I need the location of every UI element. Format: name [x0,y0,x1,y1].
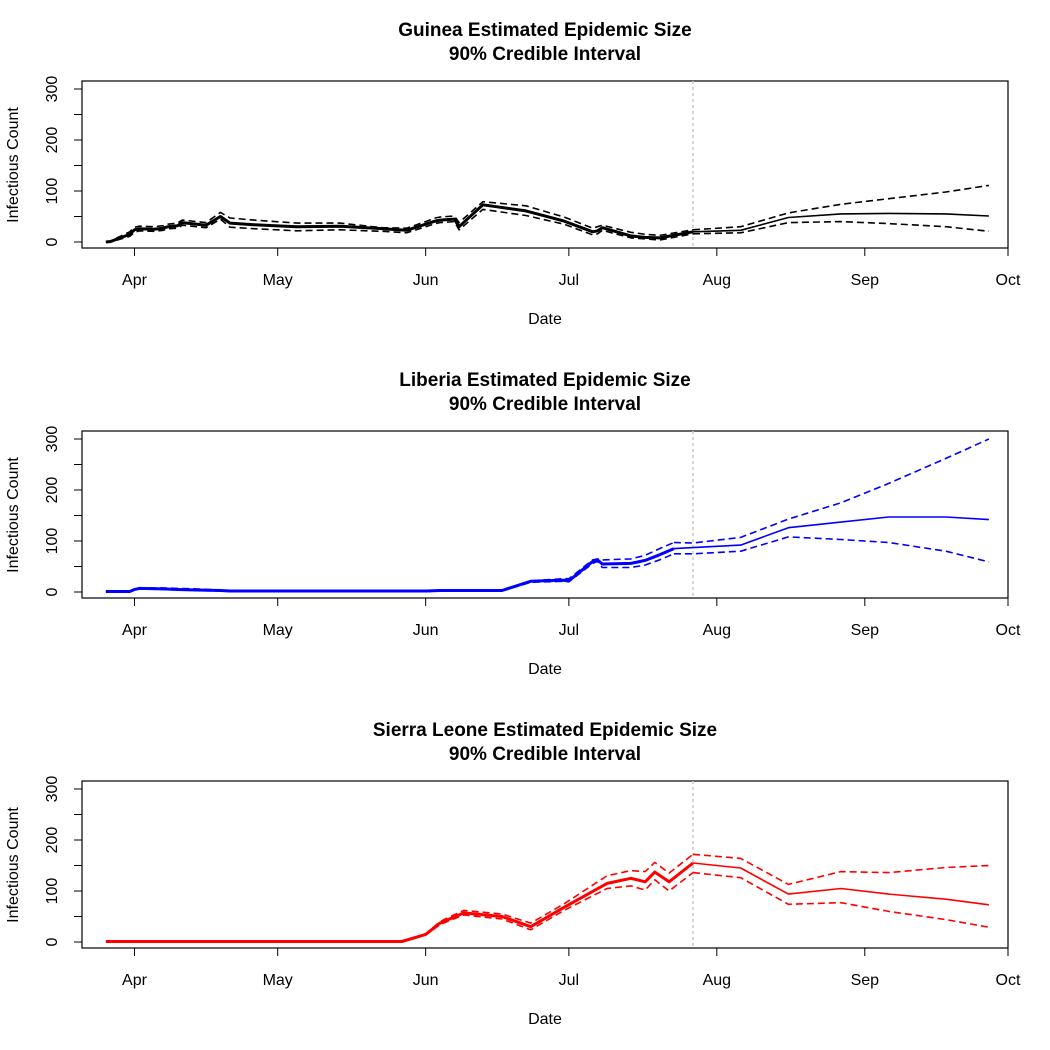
series-upper-projection [673,438,990,544]
y-tick-label: 300 [44,426,61,453]
chart-title: Liberia Estimated Epidemic Size [399,370,690,391]
x-axis-label: Date [528,661,562,678]
series-upper-projection [692,853,989,886]
y-tick-label: 0 [44,237,61,246]
series-upper-line [105,853,694,943]
series-group [105,438,990,593]
x-tick-label: Apr [122,972,148,989]
x-axis-label: Date [528,311,562,328]
y-tick-label: 200 [44,127,61,154]
x-tick-label: Jul [559,622,579,639]
y-axis: 0 100 200 300 [44,776,83,946]
chart-subtitle: 90% Credible Interval [449,44,641,65]
x-tick-label: Sep [851,622,880,639]
x-axis-label: Date [528,1011,562,1028]
y-axis-label: Infectious Count [5,457,22,573]
x-axis: Apr May Jun Jul Aug Sep Oct [122,947,1021,989]
y-tick-label: 100 [44,878,61,905]
series-median-projection [692,862,990,906]
chart-subtitle: 90% Credible Interval [449,744,641,765]
plot-frame [81,780,1009,949]
x-axis: Apr May Jun Jul Aug Sep Oct [122,597,1021,639]
y-axis: 0 100 200 300 [44,76,83,246]
x-tick-label: Oct [996,622,1021,639]
series-upper-line [105,200,694,243]
series-median-projection [692,212,989,233]
x-tick-label: Apr [122,272,148,289]
y-axis: 0 100 200 300 [44,426,83,596]
x-tick-label: Oct [996,272,1021,289]
x-tick-label: Apr [122,622,148,639]
panel-liberia: Liberia Estimated Epidemic Size 90% Credi… [5,370,1021,678]
x-tick-label: Oct [996,972,1021,989]
series-lower-projection [692,871,990,928]
series-group [105,853,990,943]
x-tick-label: Aug [703,272,731,289]
chart-title: Guinea Estimated Epidemic Size [398,20,692,41]
x-tick-label: May [263,622,293,639]
series-lower-projection [673,536,990,563]
y-tick-label: 200 [44,827,61,854]
x-tick-label: Jul [559,972,579,989]
y-tick-label: 0 [44,587,61,596]
y-tick-label: 100 [44,528,61,555]
x-tick-label: May [263,972,293,989]
y-tick-label: 300 [44,776,61,803]
series-median-line [105,547,675,593]
series-lower-projection [692,220,989,235]
y-tick-label: 0 [44,937,61,946]
series-median-line [105,861,694,943]
x-axis: Apr May Jun Jul Aug Sep Oct [122,247,1021,289]
plot-frame [81,430,1009,599]
y-tick-label: 200 [44,477,61,504]
series-median-projection [673,516,989,550]
x-tick-label: May [263,272,293,289]
series-lower-line [105,208,694,243]
series-lower-line [105,871,694,943]
series-group [105,184,990,244]
x-tick-label: Aug [703,972,731,989]
x-tick-label: Jul [559,272,579,289]
x-tick-label: Aug [703,622,731,639]
series-lower-line [105,553,675,593]
x-tick-label: Jun [413,972,439,989]
x-tick-label: Jun [413,272,439,289]
y-axis-label: Infectious Count [5,807,22,923]
series-upper-projection [692,184,990,231]
chart-subtitle: 90% Credible Interval [449,394,641,415]
y-tick-label: 300 [44,76,61,103]
x-tick-label: Jun [413,622,439,639]
series-median-line [105,203,694,244]
panel-sierra: Sierra Leone Estimated Epidemic Size 90% … [5,720,1021,1028]
chart-title: Sierra Leone Estimated Epidemic Size [373,720,717,741]
x-tick-label: Sep [851,972,880,989]
y-tick-label: 100 [44,178,61,205]
x-tick-label: Sep [851,272,880,289]
panel-guinea: Guinea Estimated Epidemic Size 90% Credib… [5,20,1021,328]
y-axis-label: Infectious Count [5,107,22,223]
